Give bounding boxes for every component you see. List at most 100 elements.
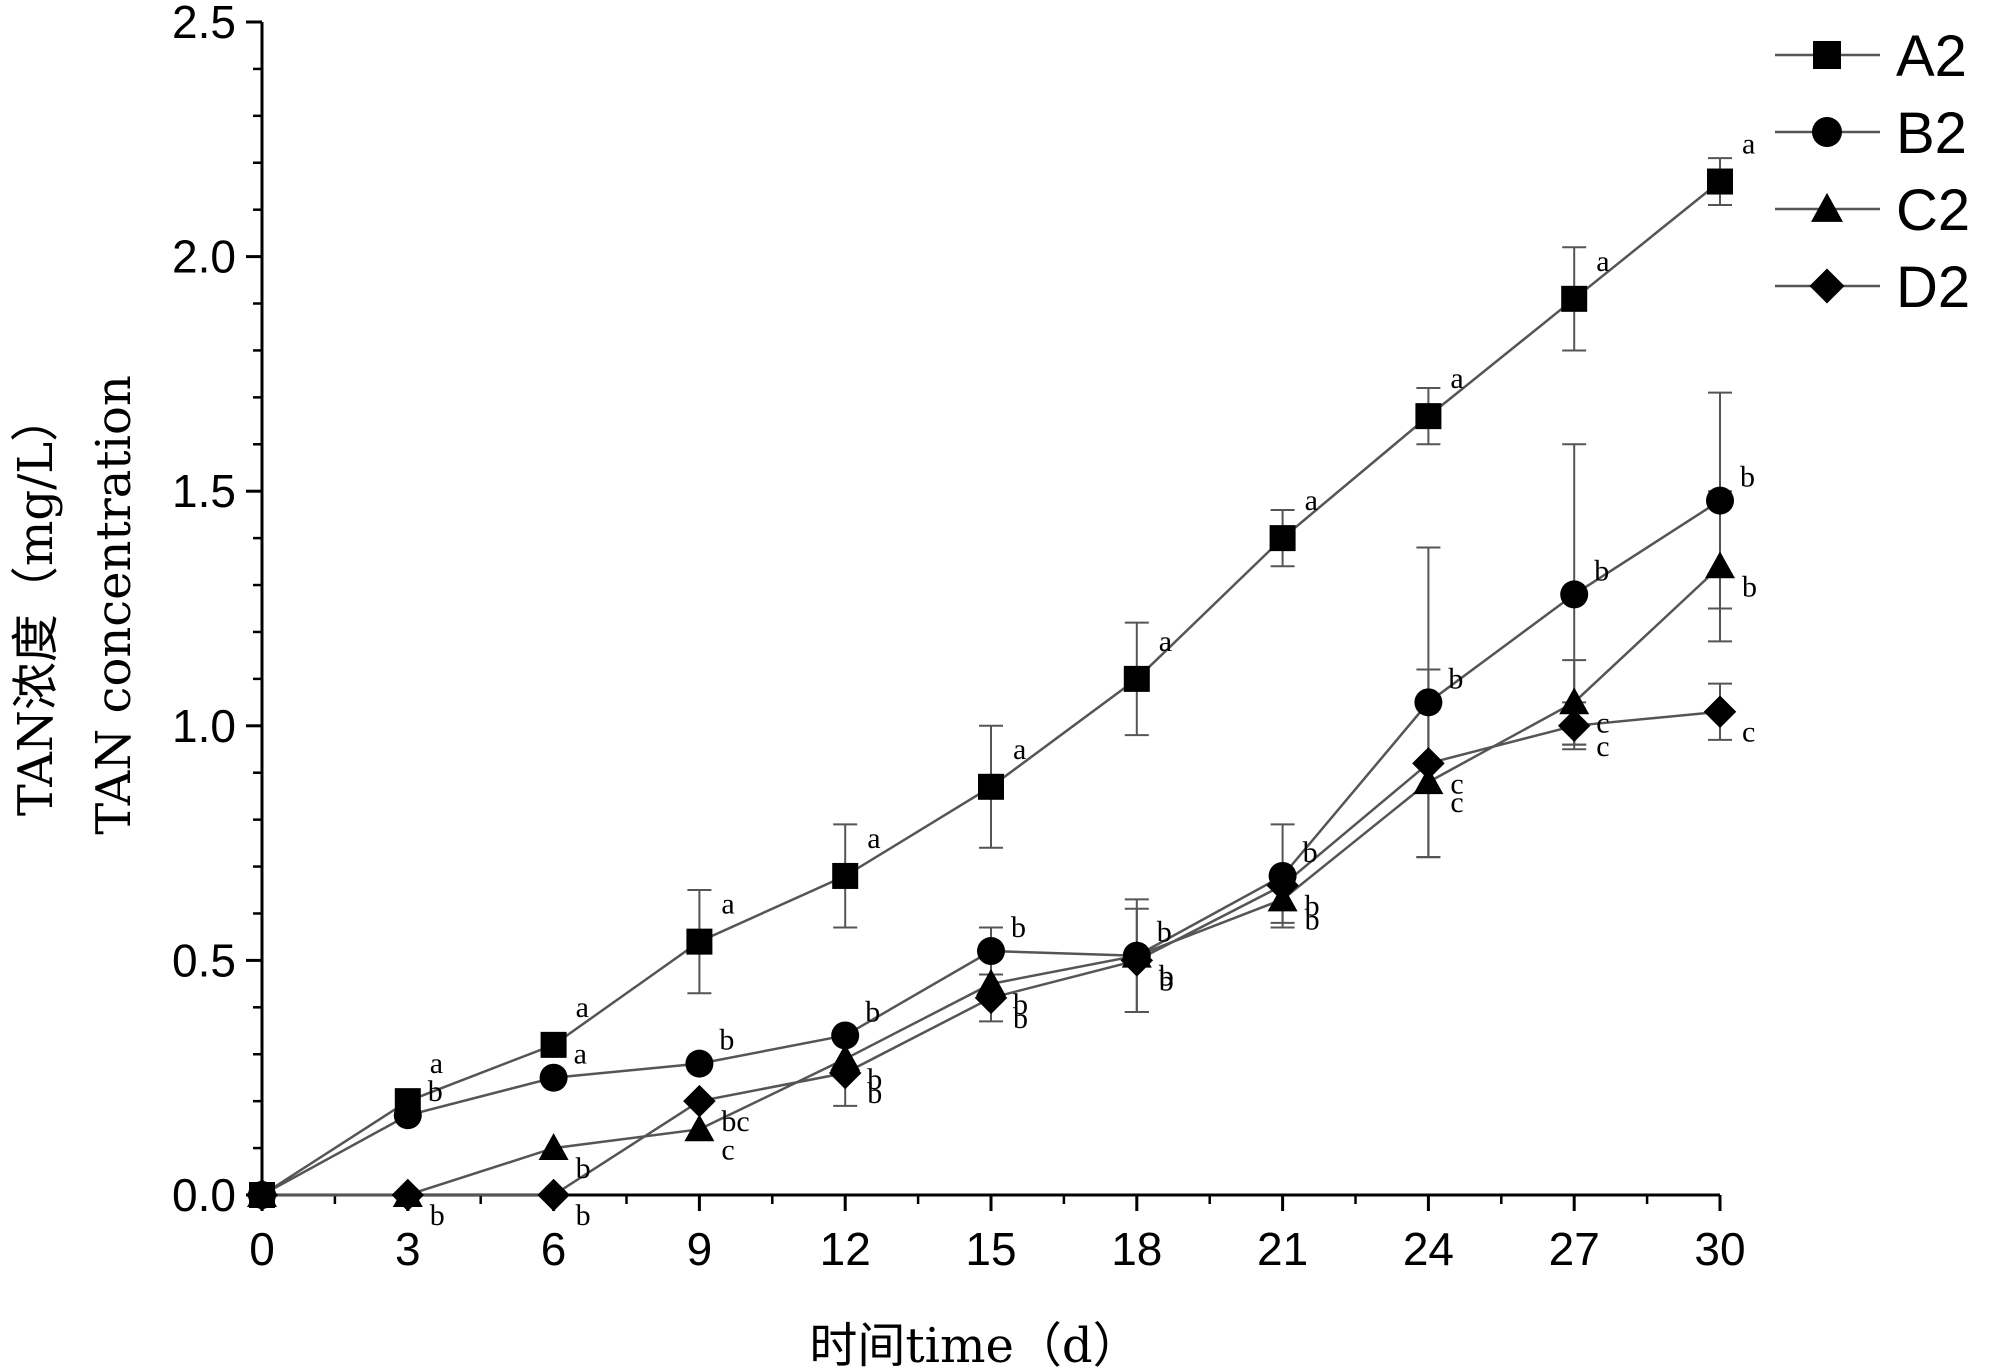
legend-label-C2: C2 [1896, 178, 1970, 243]
marker-B2 [977, 937, 1005, 966]
marker-C2 [538, 1133, 569, 1161]
sig-label-A2: a [1013, 733, 1026, 766]
marker-D2 [245, 1178, 279, 1212]
marker-A2 [686, 928, 713, 955]
x-tick-label: 0 [249, 1223, 275, 1275]
sig-label-B2: a [574, 1038, 587, 1071]
marker-C2 [1413, 767, 1444, 795]
marker-B2 [393, 1101, 422, 1130]
x-tick-label: 21 [1257, 1223, 1308, 1275]
legend-label-A2: A2 [1896, 24, 1967, 89]
sig-label-A2: a [576, 991, 589, 1024]
marker-B2 [1560, 580, 1589, 609]
legend-label-B2: B2 [1896, 101, 1967, 166]
sig-label-A2: a [867, 822, 880, 855]
marker-A2 [1123, 665, 1150, 692]
sig-label-C2: b [867, 1063, 882, 1096]
sig-label-A2: a [1596, 245, 1609, 278]
sig-label-D2: c [1742, 716, 1755, 749]
x-tick-label: 6 [541, 1223, 567, 1275]
marker-D2 [1120, 944, 1154, 977]
x-tick-label: 15 [965, 1223, 1016, 1275]
marker-A2 [1415, 403, 1442, 430]
sig-label-D2: b [1159, 964, 1174, 997]
sig-label-D2: c [1596, 730, 1609, 763]
y-axis-title-chinese: TAN浓度（mg/L） [8, 394, 64, 816]
y-tick-label: 2.0 [172, 231, 236, 283]
marker-D2 [683, 1084, 716, 1118]
marker-A2 [978, 773, 1004, 800]
marker-C2 [1705, 551, 1735, 579]
marker-B2 [685, 1049, 714, 1078]
sig-label-B2: b [865, 995, 880, 1028]
sig-label-B2: b [1303, 836, 1318, 869]
x-tick-label: 9 [687, 1223, 713, 1275]
sig-label-C2: b [576, 1152, 591, 1185]
sig-label-C2: b [1742, 570, 1757, 603]
series-markers [245, 168, 1737, 1212]
marker-B2 [831, 1021, 860, 1050]
sig-label-B2: b [1157, 916, 1172, 949]
marker-C2 [1559, 687, 1590, 715]
y-axis-title-english: TAN concentration [86, 375, 142, 835]
legend-label-D2: D2 [1896, 255, 1970, 320]
sig-label-A2: a [1450, 362, 1463, 395]
marker-D2 [828, 1056, 862, 1090]
marker-B2 [1706, 486, 1734, 515]
legend-marker-B2 [1812, 117, 1842, 147]
sig-label-B2: b [1740, 461, 1755, 494]
sig-label-D2: b [1305, 889, 1320, 922]
sig-label-B2: b [1448, 662, 1463, 695]
x-tick-label: 27 [1549, 1223, 1600, 1275]
marker-B2 [1414, 688, 1443, 717]
x-tick-label: 30 [1694, 1223, 1745, 1275]
marker-D2 [1412, 747, 1445, 780]
sig-label-C2: c [721, 1133, 734, 1166]
marker-D2 [1266, 869, 1299, 902]
x-tick-label: 12 [820, 1223, 871, 1275]
y-tick-label: 0.5 [172, 934, 236, 986]
sig-label-D2: b [576, 1199, 591, 1232]
sig-label-D2: bc [721, 1105, 749, 1138]
legend: A2 B2 C2 D2 [1775, 24, 1970, 320]
sig-label-C2: b [1305, 903, 1320, 936]
sig-label-D2: b [430, 1199, 445, 1232]
sig-label-A2: a [1159, 625, 1172, 658]
x-tick-label: 24 [1403, 1223, 1454, 1275]
marker-D2 [1703, 695, 1737, 728]
sig-label-B2: b [1594, 554, 1609, 587]
marker-A2 [1269, 525, 1296, 552]
marker-D2 [537, 1178, 570, 1212]
x-tick-label: 3 [395, 1223, 421, 1275]
series-lines [261, 180, 1721, 1197]
marker-A2 [1561, 285, 1588, 312]
y-tick-label: 2.5 [172, 0, 236, 48]
sig-label-C2: c [1596, 706, 1609, 739]
sig-label-B2: b [719, 1024, 734, 1057]
legend-marker-C2 [1811, 192, 1843, 222]
marker-A2 [1707, 168, 1733, 195]
marker-B2 [539, 1063, 568, 1092]
sig-label-A2: a [721, 888, 734, 921]
sig-label-D2: b [1013, 1002, 1028, 1035]
x-tick-label: 18 [1111, 1223, 1162, 1275]
sig-label-C2: b [1013, 988, 1028, 1021]
marker-D2 [974, 981, 1008, 1015]
sig-label-C2: c [1450, 786, 1463, 819]
legend-marker-D2 [1809, 268, 1845, 304]
sig-label-B2: b [1011, 911, 1026, 944]
sig-label-A2: a [430, 1047, 443, 1080]
series-line-A2 [261, 180, 1721, 1197]
marker-A2 [832, 862, 859, 889]
sig-label-D2: c [1450, 767, 1463, 800]
marker-D2 [391, 1178, 425, 1212]
sig-label-C2: b [1159, 960, 1174, 993]
x-axis-title: 时间time（d） [809, 1318, 1140, 1372]
marker-D2 [1557, 709, 1591, 743]
marker-C2 [684, 1114, 715, 1142]
y-tick-label: 1.5 [172, 465, 236, 517]
sig-label-B2: b [428, 1075, 443, 1108]
sig-label-A2: a [1742, 128, 1755, 161]
